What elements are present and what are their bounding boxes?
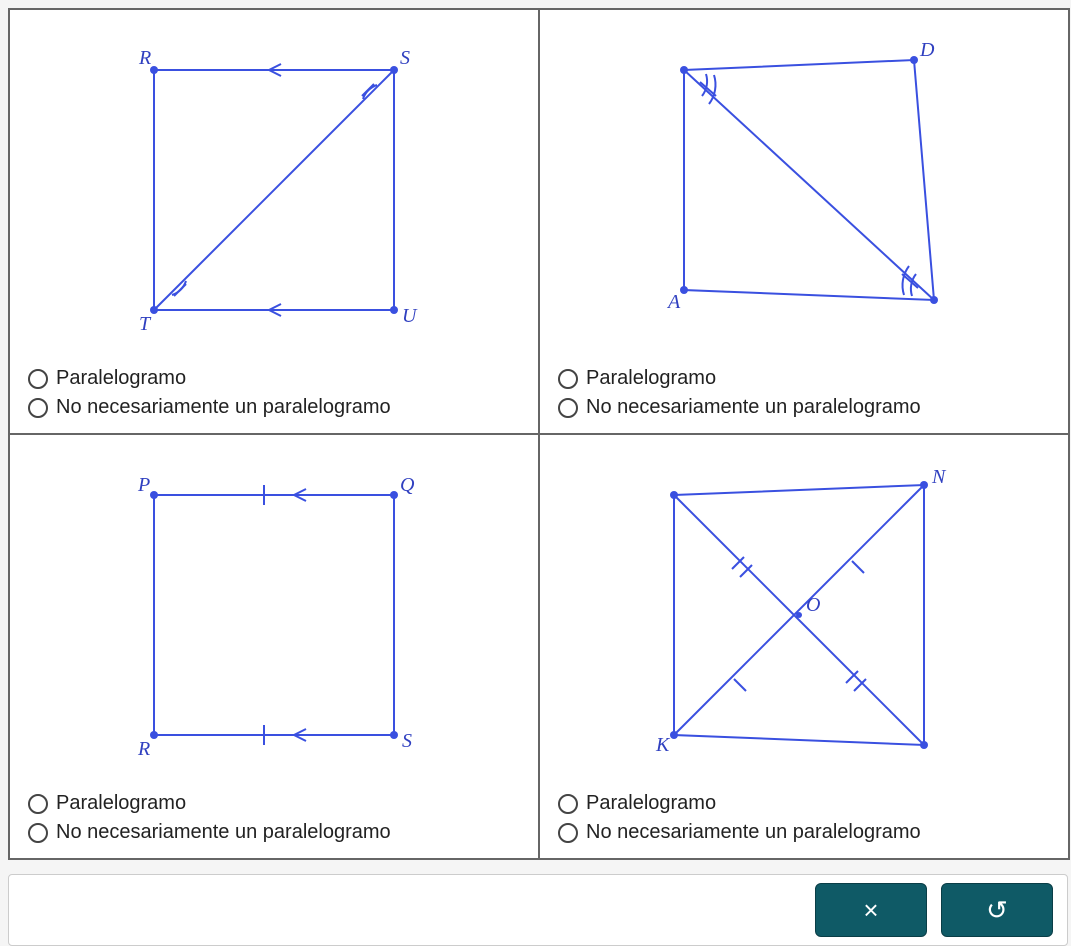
- question-grid: R S U T Paralelogramo No necesariamente …: [8, 8, 1070, 860]
- option-label: Paralelogramo: [56, 367, 186, 390]
- option-label: Paralelogramo: [56, 792, 186, 815]
- svg-pqrs: P Q S R: [94, 465, 454, 765]
- label-D: D: [919, 39, 935, 61]
- label-Q: Q: [400, 474, 415, 496]
- undo-button[interactable]: ↺: [941, 883, 1053, 937]
- label-O: O: [806, 594, 820, 616]
- label-U: U: [402, 305, 418, 327]
- cell-top-right: D A Paralelogramo No necesariamente un p…: [539, 9, 1069, 434]
- options-top-left: Paralelogramo No necesariamente un paral…: [20, 363, 528, 427]
- option-tr-no-necesariamente[interactable]: No necesariamente un paralelogramo: [558, 396, 1050, 419]
- close-icon: ×: [863, 895, 878, 926]
- label-P: P: [137, 474, 150, 496]
- label-N: N: [931, 466, 947, 488]
- undo-icon: ↺: [986, 895, 1008, 926]
- radio-icon: [28, 794, 48, 814]
- option-bl-paralelogramo[interactable]: Paralelogramo: [28, 792, 520, 815]
- figure-rstu: R S U T: [20, 16, 528, 363]
- option-bl-no-necesariamente[interactable]: No necesariamente un paralelogramo: [28, 821, 520, 844]
- close-button[interactable]: ×: [815, 883, 927, 937]
- option-br-no-necesariamente[interactable]: No necesariamente un paralelogramo: [558, 821, 1050, 844]
- radio-icon: [28, 369, 48, 389]
- options-bottom-right: Paralelogramo No necesariamente un paral…: [550, 788, 1058, 852]
- label-K: K: [655, 734, 671, 756]
- option-label: No necesariamente un paralelogramo: [56, 396, 391, 419]
- action-bar: × ↺: [8, 874, 1068, 946]
- label-T: T: [139, 313, 152, 335]
- figure-pqrs: P Q S R: [20, 441, 528, 788]
- option-label: Paralelogramo: [586, 367, 716, 390]
- option-tr-paralelogramo[interactable]: Paralelogramo: [558, 367, 1050, 390]
- radio-icon: [558, 823, 578, 843]
- cell-bottom-left: P Q S R Paralelogramo No necesariamente …: [9, 434, 539, 859]
- label-R: R: [138, 47, 151, 69]
- option-label: No necesariamente un paralelogramo: [586, 396, 921, 419]
- cell-bottom-right: N K O Paralelogramo No necesariamente un…: [539, 434, 1069, 859]
- cell-top-left: R S U T Paralelogramo No necesariamente …: [9, 9, 539, 434]
- svg-rstu: R S U T: [94, 40, 454, 340]
- radio-icon: [558, 369, 578, 389]
- label-A: A: [666, 291, 681, 313]
- radio-icon: [558, 794, 578, 814]
- option-label: No necesariamente un paralelogramo: [586, 821, 921, 844]
- options-bottom-left: Paralelogramo No necesariamente un paral…: [20, 788, 528, 852]
- label-S: S: [400, 47, 410, 69]
- label-S2: S: [402, 730, 412, 752]
- svg-kn: N K O: [614, 465, 994, 765]
- radio-icon: [28, 398, 48, 418]
- figure-da: D A: [550, 16, 1058, 363]
- options-top-right: Paralelogramo No necesariamente un paral…: [550, 363, 1058, 427]
- option-br-paralelogramo[interactable]: Paralelogramo: [558, 792, 1050, 815]
- option-tl-no-necesariamente[interactable]: No necesariamente un paralelogramo: [28, 396, 520, 419]
- figure-kn: N K O: [550, 441, 1058, 788]
- option-label: Paralelogramo: [586, 792, 716, 815]
- label-R2: R: [137, 738, 150, 760]
- option-tl-paralelogramo[interactable]: Paralelogramo: [28, 367, 520, 390]
- radio-icon: [28, 823, 48, 843]
- option-label: No necesariamente un paralelogramo: [56, 821, 391, 844]
- svg-da: D A: [614, 40, 994, 340]
- radio-icon: [558, 398, 578, 418]
